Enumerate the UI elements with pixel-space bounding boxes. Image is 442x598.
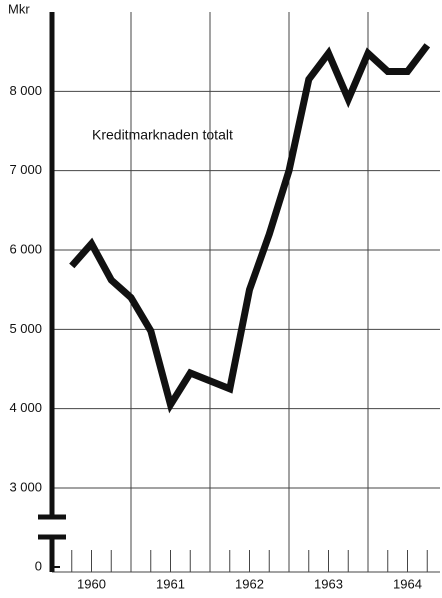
x-tick-label: 1964 [393,576,422,591]
data-line [69,43,431,414]
y-tick-label: 0 [35,558,42,573]
y-tick-label: 8 000 [9,83,42,98]
x-tick-label: 1960 [77,576,106,591]
y-tick-label: 4 000 [9,400,42,415]
y-unit-label: Mkr [8,1,30,16]
x-tick-label: 1963 [314,576,343,591]
y-tick-label: 3 000 [9,479,42,494]
annotation: Kreditmarknaden totalt [92,127,233,143]
y-tick-label: 7 000 [9,162,42,177]
y-tick-label: 6 000 [9,241,42,256]
x-tick-label: 1962 [235,576,264,591]
x-tick-label: 1961 [156,576,185,591]
y-tick-label: 5 000 [9,321,42,336]
